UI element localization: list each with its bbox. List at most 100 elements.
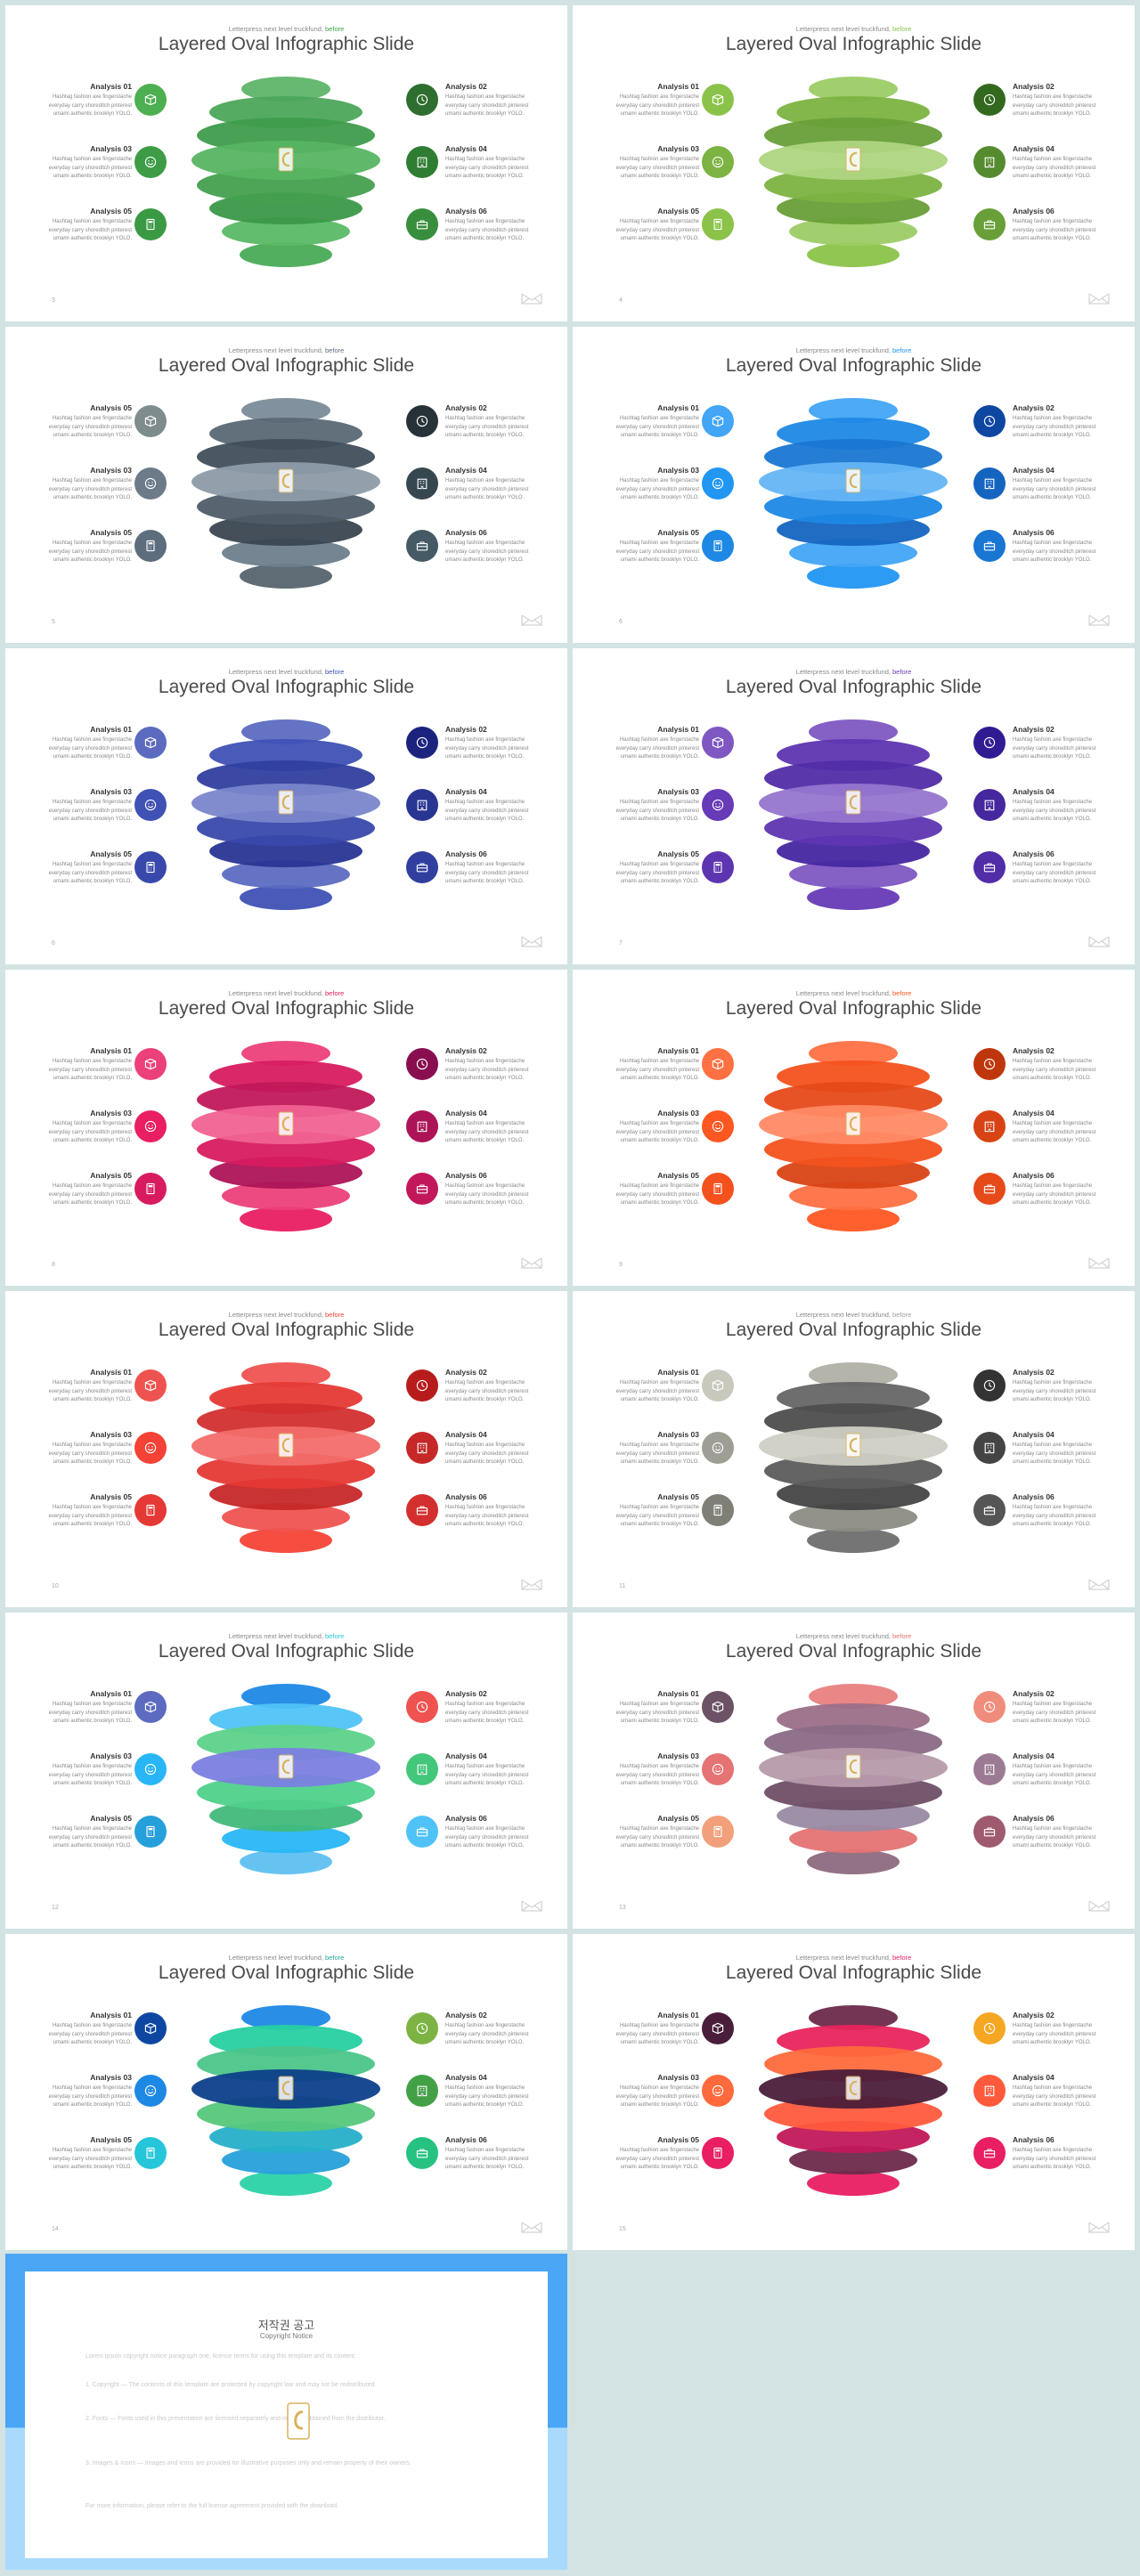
corner-watermark-icon xyxy=(1088,1257,1110,1269)
oval-layers-svg xyxy=(191,398,380,589)
analysis-description: Hashtag fashion axe fingerstache everyda… xyxy=(1013,1121,1096,1143)
analysis-label: Analysis 05 xyxy=(90,849,132,858)
analysis-item: Analysis 04 Hashtag fashion axe fingersta… xyxy=(1013,787,1111,825)
analysis-label: Analysis 04 xyxy=(445,1109,487,1117)
analysis-item: Analysis 02 Hashtag fashion axe fingersta… xyxy=(445,1368,543,1405)
clock-icon xyxy=(983,93,996,106)
clock-icon xyxy=(416,1701,428,1713)
analysis-icon-circle xyxy=(406,84,438,116)
analysis-label: Analysis 01 xyxy=(90,1689,132,1698)
analysis-icon-circle xyxy=(973,727,1006,759)
oval-layer xyxy=(240,1207,332,1231)
analysis-label: Analysis 06 xyxy=(1013,2135,1054,2144)
analysis-item: Analysis 02 Hashtag fashion axe fingersta… xyxy=(445,2011,543,2048)
oval-layer xyxy=(807,242,900,267)
page-number: 5 xyxy=(52,619,55,625)
analysis-label: Analysis 05 xyxy=(90,1492,132,1501)
oval-layers-svg xyxy=(191,1362,380,1553)
analysis-label: Analysis 05 xyxy=(657,849,699,858)
smiley-icon xyxy=(144,1120,157,1133)
analysis-item: Analysis 01 Hashtag fashion axe fingersta… xyxy=(34,725,132,762)
oval-layer xyxy=(807,885,900,910)
analysis-description: Hashtag fashion axe fingerstache everyda… xyxy=(1013,478,1096,500)
analysis-item: Analysis 06 Hashtag fashion axe fingersta… xyxy=(445,849,543,887)
page-number: 6 xyxy=(619,619,623,625)
analysis-label: Analysis 03 xyxy=(657,787,699,796)
analysis-item: Analysis 04 Hashtag fashion axe fingersta… xyxy=(445,1751,543,1789)
oval-layer xyxy=(241,1684,330,1709)
subtitle-text: Letterpress next level truckfund, xyxy=(228,989,324,997)
analysis-description: Hashtag fashion axe fingerstache everyda… xyxy=(1013,2085,1096,2108)
analysis-icon-circle xyxy=(702,1691,734,1723)
analysis-label: Analysis 03 xyxy=(657,1751,699,1760)
analysis-icon-circle xyxy=(134,1816,167,1848)
analysis-icon-circle xyxy=(134,1048,167,1080)
analysis-description: Hashtag fashion axe fingerstache everyda… xyxy=(445,1183,529,1206)
analysis-item: Analysis 05 Hashtag fashion axe fingersta… xyxy=(34,207,132,244)
analysis-item: Analysis 02 Hashtag fashion axe fingersta… xyxy=(1013,2011,1111,2048)
layered-oval-graphic xyxy=(759,1362,949,1558)
layered-oval-graphic xyxy=(191,398,381,594)
analysis-item: Analysis 04 Hashtag fashion axe fingersta… xyxy=(1013,1751,1111,1789)
analysis-description: Hashtag fashion axe fingerstache everyda… xyxy=(48,1121,132,1143)
oval-layer xyxy=(809,2005,898,2030)
slide-subtitle: Letterpress next level truckfund, before xyxy=(573,1632,1135,1640)
analysis-item: Analysis 02 Hashtag fashion axe fingersta… xyxy=(1013,82,1111,119)
oval-layers-svg xyxy=(759,2005,948,2196)
analysis-item: Analysis 01 Hashtag fashion axe fingersta… xyxy=(601,403,699,441)
smiley-icon xyxy=(712,477,724,490)
notice-subtitle: Copyright Notice xyxy=(259,2332,314,2340)
notice-paragraph: Lorem ipsum copyright notice paragraph o… xyxy=(86,2353,356,2360)
analysis-item: Analysis 06 Hashtag fashion axe fingersta… xyxy=(1013,2135,1111,2173)
analysis-item: Analysis 03 Hashtag fashion axe fingersta… xyxy=(601,1751,699,1789)
subtitle-accent: before xyxy=(325,1311,345,1319)
brand-logo-icon xyxy=(287,2402,310,2440)
briefcase-icon xyxy=(983,1184,996,1194)
clock-icon xyxy=(416,93,428,106)
analysis-icon-circle xyxy=(973,2075,1006,2107)
analysis-label: Analysis 05 xyxy=(90,1171,132,1180)
smiley-icon xyxy=(712,1763,724,1776)
analysis-description: Hashtag fashion axe fingerstache everyda… xyxy=(1013,800,1096,822)
analysis-description: Hashtag fashion axe fingerstache everyda… xyxy=(445,157,529,179)
oval-layers-svg xyxy=(191,719,380,910)
subtitle-text: Letterpress next level truckfund, xyxy=(228,1632,324,1640)
slide: Letterpress next level truckfund, before L… xyxy=(573,327,1135,643)
analysis-description: Hashtag fashion axe fingerstache everyda… xyxy=(1013,94,1096,117)
layered-oval-graphic xyxy=(191,77,381,272)
analysis-item: Analysis 03 Hashtag fashion axe fingersta… xyxy=(34,1109,132,1146)
slide-subtitle: Letterpress next level truckfund, before xyxy=(5,1311,567,1319)
corner-watermark-icon xyxy=(1088,293,1110,305)
analysis-icon-circle xyxy=(406,1369,438,1402)
slide: Letterpress next level truckfund, before L… xyxy=(5,970,567,1286)
subtitle-text: Letterpress next level truckfund, xyxy=(795,989,892,997)
analysis-label: Analysis 03 xyxy=(657,144,699,153)
analysis-item: Analysis 01 Hashtag fashion axe fingersta… xyxy=(34,1046,132,1084)
analysis-description: Hashtag fashion axe fingerstache everyda… xyxy=(1013,416,1096,438)
analysis-item: Analysis 05 Hashtag fashion axe fingersta… xyxy=(601,2135,699,2173)
analysis-item: Analysis 03 Hashtag fashion axe fingersta… xyxy=(34,787,132,825)
analysis-description: Hashtag fashion axe fingerstache everyda… xyxy=(615,1442,699,1465)
analysis-icon-circle xyxy=(973,405,1006,437)
calculator-icon xyxy=(146,1504,155,1516)
analysis-item: Analysis 03 Hashtag fashion axe fingersta… xyxy=(601,466,699,503)
oval-layer xyxy=(240,885,332,910)
analysis-icon-circle xyxy=(406,1753,438,1785)
analysis-item: Analysis 04 Hashtag fashion axe fingersta… xyxy=(445,1430,543,1467)
analysis-item: Analysis 06 Hashtag fashion axe fingersta… xyxy=(445,1171,543,1208)
smiley-icon xyxy=(144,156,157,168)
analysis-description: Hashtag fashion axe fingerstache everyda… xyxy=(615,862,699,884)
analysis-item: Analysis 02 Hashtag fashion axe fingersta… xyxy=(445,82,543,119)
analysis-label: Analysis 03 xyxy=(90,1430,132,1439)
analysis-item: Analysis 04 Hashtag fashion axe fingersta… xyxy=(445,144,543,182)
analysis-icon-circle xyxy=(702,1173,734,1205)
analysis-description: Hashtag fashion axe fingerstache everyda… xyxy=(445,2085,529,2108)
slide: Letterpress next level truckfund, before L… xyxy=(573,1291,1135,1607)
analysis-icon-circle xyxy=(973,1110,1006,1142)
analysis-label: Analysis 05 xyxy=(657,2135,699,2144)
analysis-icon-circle xyxy=(134,1691,167,1723)
analysis-item: Analysis 03 Hashtag fashion axe fingersta… xyxy=(34,466,132,503)
brand-logo-icon xyxy=(845,2076,861,2101)
page-number: 15 xyxy=(619,2226,626,2232)
analysis-label: Analysis 02 xyxy=(445,1689,487,1698)
